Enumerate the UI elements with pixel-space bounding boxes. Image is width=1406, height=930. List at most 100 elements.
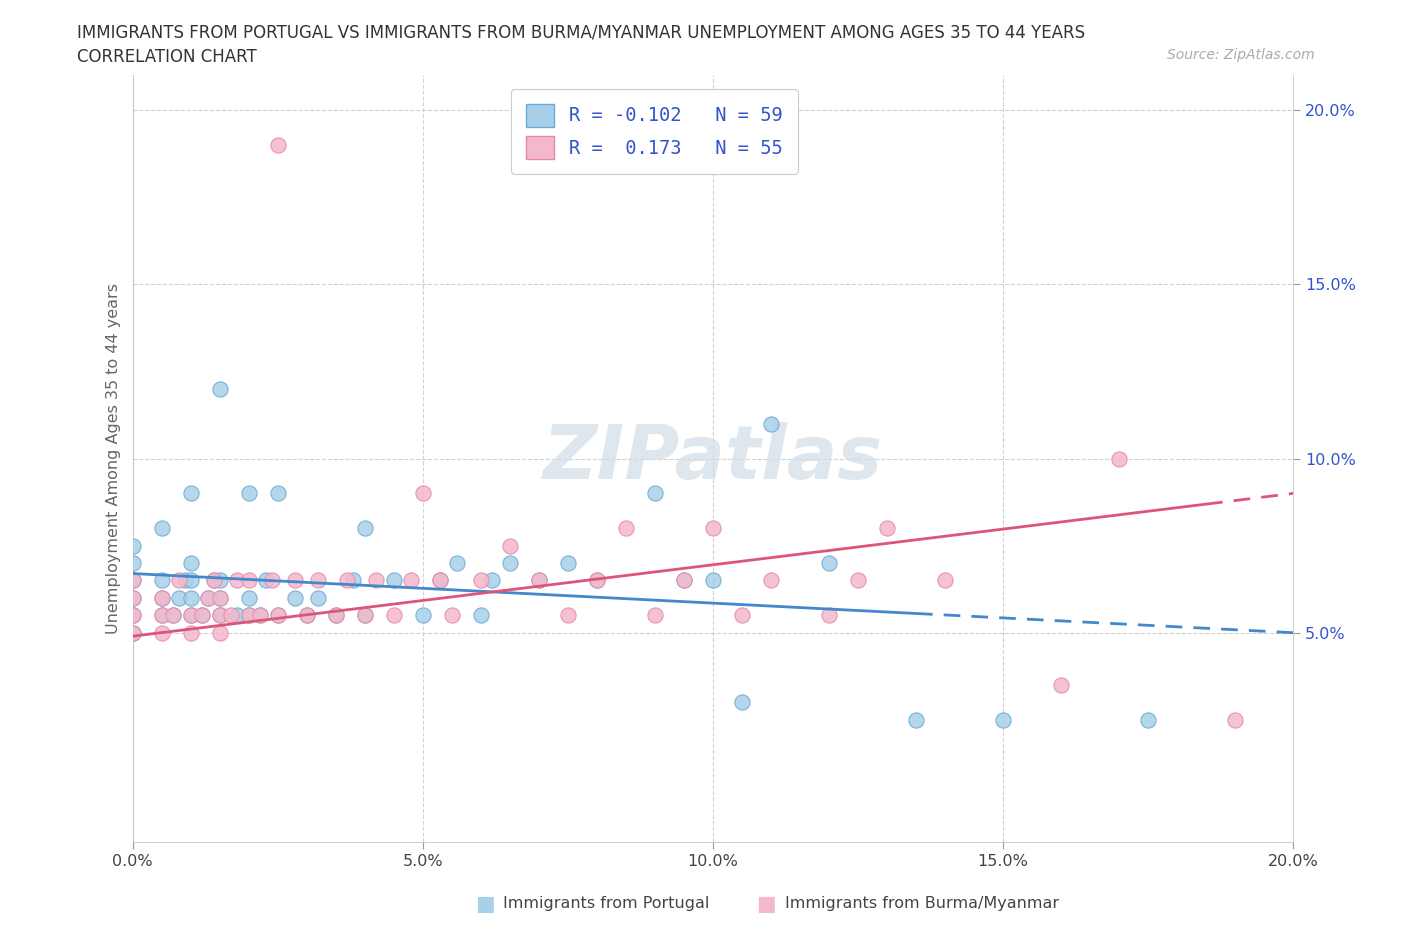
Point — [440, 608, 463, 623]
Point — [162, 608, 184, 623]
Legend: R = -0.102   N = 59, R =  0.173   N = 55: R = -0.102 N = 59, R = 0.173 N = 55 — [512, 88, 799, 174]
Point — [150, 625, 173, 640]
Point — [208, 625, 231, 640]
Point — [197, 591, 219, 605]
Point — [702, 573, 724, 588]
Point — [266, 608, 288, 623]
Point — [173, 573, 195, 588]
Point — [162, 608, 184, 623]
Text: IMMIGRANTS FROM PORTUGAL VS IMMIGRANTS FROM BURMA/MYANMAR UNEMPLOYMENT AMONG AGE: IMMIGRANTS FROM PORTUGAL VS IMMIGRANTS F… — [77, 23, 1085, 41]
Point — [121, 591, 143, 605]
Point — [191, 608, 214, 623]
Point — [219, 608, 242, 623]
Point — [818, 555, 841, 570]
Point — [208, 591, 231, 605]
Point — [846, 573, 869, 588]
Point — [180, 625, 202, 640]
Point — [180, 486, 202, 501]
Point — [121, 625, 143, 640]
Point — [307, 573, 329, 588]
Point — [412, 486, 434, 501]
Point — [1137, 712, 1160, 727]
Point — [353, 608, 375, 623]
Point — [180, 591, 202, 605]
Point — [238, 573, 260, 588]
Point — [412, 608, 434, 623]
Point — [284, 573, 307, 588]
Point — [644, 608, 666, 623]
Point — [1108, 451, 1130, 466]
Text: ZIPatlas: ZIPatlas — [543, 422, 883, 495]
Point — [382, 573, 405, 588]
Point — [731, 608, 754, 623]
Point — [249, 608, 271, 623]
Text: Source: ZipAtlas.com: Source: ZipAtlas.com — [1167, 48, 1315, 62]
Point — [121, 573, 143, 588]
Point — [336, 573, 359, 588]
Point — [325, 608, 347, 623]
Point — [731, 695, 754, 710]
Point — [180, 608, 202, 623]
Point — [266, 138, 288, 153]
Point — [557, 608, 579, 623]
Point — [429, 573, 451, 588]
Point — [399, 573, 422, 588]
Point — [191, 608, 214, 623]
Point — [527, 573, 550, 588]
Text: Immigrants from Portugal: Immigrants from Portugal — [503, 897, 710, 911]
Point — [481, 573, 503, 588]
Point — [446, 555, 468, 570]
Point — [1050, 678, 1073, 693]
Point — [702, 521, 724, 536]
Point — [429, 573, 451, 588]
Point — [266, 486, 288, 501]
Point — [202, 573, 225, 588]
Point — [382, 608, 405, 623]
Point — [672, 573, 695, 588]
Point — [208, 573, 231, 588]
Point — [470, 573, 492, 588]
Point — [249, 608, 271, 623]
Point — [121, 608, 143, 623]
Point — [150, 608, 173, 623]
Point — [260, 573, 283, 588]
Point — [121, 591, 143, 605]
Point — [121, 538, 143, 553]
Point — [238, 486, 260, 501]
Point — [470, 608, 492, 623]
Point — [759, 417, 782, 432]
Point — [121, 625, 143, 640]
Point — [991, 712, 1014, 727]
Point — [226, 573, 249, 588]
Point — [180, 573, 202, 588]
Point — [353, 521, 375, 536]
Point — [180, 555, 202, 570]
Point — [266, 608, 288, 623]
Point — [284, 591, 307, 605]
Point — [614, 521, 637, 536]
Point — [167, 591, 190, 605]
Point — [527, 573, 550, 588]
Point — [499, 555, 522, 570]
Point — [238, 608, 260, 623]
Point — [208, 608, 231, 623]
Y-axis label: Unemployment Among Ages 35 to 44 years: Unemployment Among Ages 35 to 44 years — [107, 283, 121, 634]
Point — [150, 573, 173, 588]
Point — [121, 573, 143, 588]
Point — [150, 521, 173, 536]
Point — [180, 608, 202, 623]
Point — [307, 591, 329, 605]
Point — [238, 608, 260, 623]
Point — [208, 381, 231, 396]
Point — [150, 608, 173, 623]
Point — [759, 573, 782, 588]
Point — [904, 712, 927, 727]
Text: Immigrants from Burma/Myanmar: Immigrants from Burma/Myanmar — [785, 897, 1059, 911]
Point — [121, 608, 143, 623]
Text: ■: ■ — [475, 894, 495, 914]
Point — [295, 608, 318, 623]
Point — [208, 591, 231, 605]
Text: CORRELATION CHART: CORRELATION CHART — [77, 48, 257, 66]
Point — [876, 521, 898, 536]
Point — [150, 591, 173, 605]
